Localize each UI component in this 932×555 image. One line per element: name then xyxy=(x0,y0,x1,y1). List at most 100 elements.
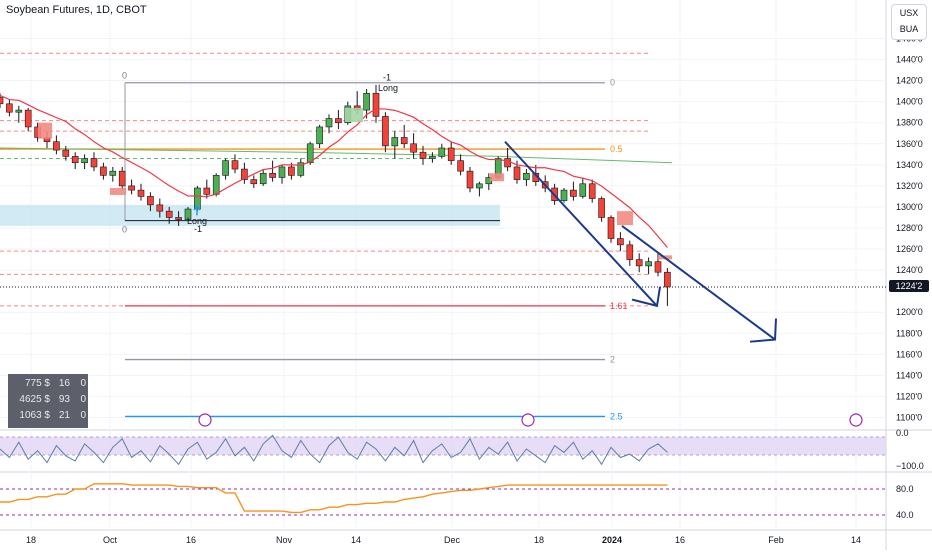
demand-block xyxy=(345,108,363,122)
candle-body xyxy=(635,259,643,267)
slow-ma-line xyxy=(0,147,673,164)
candle-body xyxy=(109,170,117,176)
buy-signal-arrow xyxy=(193,204,201,216)
candle-body xyxy=(306,143,314,164)
candle-body xyxy=(278,166,286,178)
candle-body xyxy=(6,103,13,113)
candle-body xyxy=(617,238,624,246)
candle-body xyxy=(175,217,182,220)
time-tick-label: 2024 xyxy=(602,535,622,545)
candle-body xyxy=(250,179,258,185)
price-tick-label: 1320'0 xyxy=(896,181,923,191)
stats-row: 1063 $ 21 0 xyxy=(8,408,88,424)
time-tick-label: Feb xyxy=(768,535,784,545)
candle-body xyxy=(212,175,220,195)
candle-body xyxy=(325,118,333,128)
candle-body xyxy=(645,261,652,267)
scale-currency[interactable]: USX xyxy=(899,8,919,18)
candle-body xyxy=(53,141,60,151)
last-price-tag: 1224'2 xyxy=(889,280,929,292)
stats-extra: 0 xyxy=(80,394,86,405)
stats-row: 4625 $ 93 0 xyxy=(8,392,88,408)
candle-body xyxy=(457,160,464,172)
candle-body xyxy=(165,210,173,218)
fib-level-label: 1.61 xyxy=(610,301,628,311)
chart-title: Soybean Futures, 1D, CBOT xyxy=(6,4,147,16)
candle-body xyxy=(24,109,32,128)
oscillator-axis-label: −100.0 xyxy=(896,461,924,471)
candle-body xyxy=(438,147,446,157)
candle-body xyxy=(513,166,521,180)
price-tick-label: 1100'0 xyxy=(896,412,922,422)
long-label-top: Long xyxy=(378,83,398,93)
candle-body xyxy=(81,158,88,164)
candle-body xyxy=(156,204,164,212)
candle-body xyxy=(523,172,530,180)
candle-body xyxy=(382,116,389,147)
candle-body xyxy=(0,97,4,105)
price-tick-label: 1300'0 xyxy=(896,202,923,212)
stats-extra: 0 xyxy=(80,378,86,389)
projection-arrowhead xyxy=(749,318,777,343)
candle-body xyxy=(118,170,126,187)
price-tick-label: 1140'0 xyxy=(896,370,922,380)
candle-body xyxy=(90,158,98,168)
stats-row: 775 $ 16 0 xyxy=(8,376,88,392)
time-tick-label: Oct xyxy=(103,535,118,545)
stats-value: 775 $ xyxy=(24,378,50,389)
candle-body xyxy=(579,183,587,197)
oscillator-axis-label: 0.0 xyxy=(896,428,909,438)
candle-body xyxy=(137,189,145,197)
stats-count: 93 xyxy=(58,394,70,405)
stats-value: 1063 $ xyxy=(19,410,50,421)
candle-body xyxy=(626,244,634,260)
candle-body xyxy=(71,156,79,164)
scale-unit[interactable]: BUA xyxy=(899,24,919,34)
supply-block xyxy=(110,188,126,195)
strength-axis-label: 40.0 xyxy=(896,510,914,520)
candle-body xyxy=(15,109,23,113)
stats-count: 16 xyxy=(58,378,70,389)
price-tick-label: 1440'0 xyxy=(896,55,923,65)
candle-body xyxy=(100,166,107,176)
candle-body xyxy=(222,160,229,176)
fib-level-label: 0.5 xyxy=(610,144,623,154)
candle-body xyxy=(654,261,662,273)
price-tick-label: 1180'0 xyxy=(896,328,922,338)
time-tick-label: 16 xyxy=(675,535,685,545)
candle-body xyxy=(203,187,211,195)
time-tick-label: Dec xyxy=(444,535,461,545)
price-tick-label: 1380'0 xyxy=(896,118,923,128)
candle-body xyxy=(241,168,248,180)
fib-left-label: 0 xyxy=(122,225,127,235)
candle-body xyxy=(598,198,605,218)
candle-body xyxy=(259,172,267,185)
fib-level-label: 0 xyxy=(610,78,615,88)
minus1-label-top: -1 xyxy=(383,73,391,83)
scale-toggle[interactable]: USX BUA xyxy=(891,4,927,40)
candle-body xyxy=(316,126,323,145)
supply-block xyxy=(617,211,633,226)
candle-body xyxy=(560,189,568,201)
price-tick-label: 1260'0 xyxy=(896,244,923,254)
candle-body xyxy=(335,118,342,124)
candle-body xyxy=(607,217,615,239)
support-zone xyxy=(0,204,500,226)
time-tick-label: 16 xyxy=(186,535,196,545)
event-marker xyxy=(198,413,212,427)
oscillator-line xyxy=(0,434,668,466)
candle-body xyxy=(297,162,305,176)
fib-level-label: 2.5 xyxy=(610,411,623,421)
candle-body xyxy=(147,196,154,206)
candle-body xyxy=(363,92,370,111)
candle-body xyxy=(288,166,295,176)
fib-left-label: 0 xyxy=(122,71,127,81)
candle-body xyxy=(419,151,427,159)
candle-body xyxy=(466,170,474,189)
time-tick-label: 14 xyxy=(851,535,861,545)
price-tick-label: 1420'0 xyxy=(896,76,923,86)
candle-body xyxy=(269,172,276,178)
stats-panel: 775 $ 16 0 4625 $ 93 0 1063 $ 21 0 xyxy=(8,374,88,428)
